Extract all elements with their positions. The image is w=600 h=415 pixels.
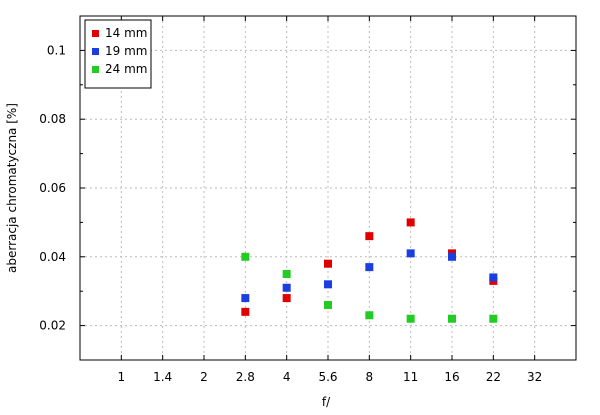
data-point <box>406 218 415 227</box>
y-tick-label: 0.06 <box>39 181 66 195</box>
x-tick-label: 22 <box>486 370 501 384</box>
x-tick-label: 32 <box>527 370 542 384</box>
y-tick-label: 0.08 <box>39 112 66 126</box>
legend: 14 mm 19 mm 24 mm <box>84 19 152 89</box>
x-tick-label: 16 <box>444 370 459 384</box>
legend-box <box>84 19 152 89</box>
y-tick-label: 0.02 <box>39 319 66 333</box>
legend-label: 24 mm <box>105 62 147 76</box>
data-point <box>406 249 415 258</box>
y-tick-label: 0.1 <box>47 43 66 57</box>
legend-label: 14 mm <box>105 26 147 40</box>
data-point <box>365 232 374 241</box>
data-point <box>282 283 291 292</box>
data-point <box>241 294 250 303</box>
x-tick-label: 2 <box>200 370 208 384</box>
x-tick-label: 1 <box>118 370 126 384</box>
data-point <box>241 307 250 316</box>
data-point <box>406 314 415 323</box>
legend-swatch <box>92 66 99 73</box>
y-tick-label: 0.04 <box>39 250 66 264</box>
y-axis-label: aberracja chromatyczna [%] <box>5 103 19 273</box>
x-tick-label: 8 <box>366 370 374 384</box>
data-point <box>324 300 332 309</box>
data-point <box>448 252 456 261</box>
axes: 1 1.4 2 2.8 4 5.6 8 11 16 22 32 0.02 0.04 0.06 0.08 0.1 <box>39 16 576 384</box>
data-point <box>489 273 498 282</box>
data-point <box>365 311 374 320</box>
legend-label: 19 mm <box>105 44 147 58</box>
data-marks <box>241 218 498 323</box>
x-tick-label: 11 <box>403 370 418 384</box>
x-tick-label: 4 <box>283 370 291 384</box>
x-axis-label: f/ <box>322 395 331 409</box>
x-tick-label: 1.4 <box>153 370 172 384</box>
data-point <box>324 280 332 289</box>
grid <box>80 16 576 360</box>
data-point <box>241 252 250 261</box>
x-tick-label: 5.6 <box>318 370 337 384</box>
legend-swatch <box>92 30 99 37</box>
data-point <box>448 314 456 323</box>
x-tick-label: 2.8 <box>236 370 255 384</box>
data-point <box>365 263 374 272</box>
data-point <box>489 314 498 323</box>
data-point <box>324 259 332 268</box>
data-point <box>282 270 291 278</box>
data-point <box>282 294 291 303</box>
legend-swatch <box>92 48 99 55</box>
